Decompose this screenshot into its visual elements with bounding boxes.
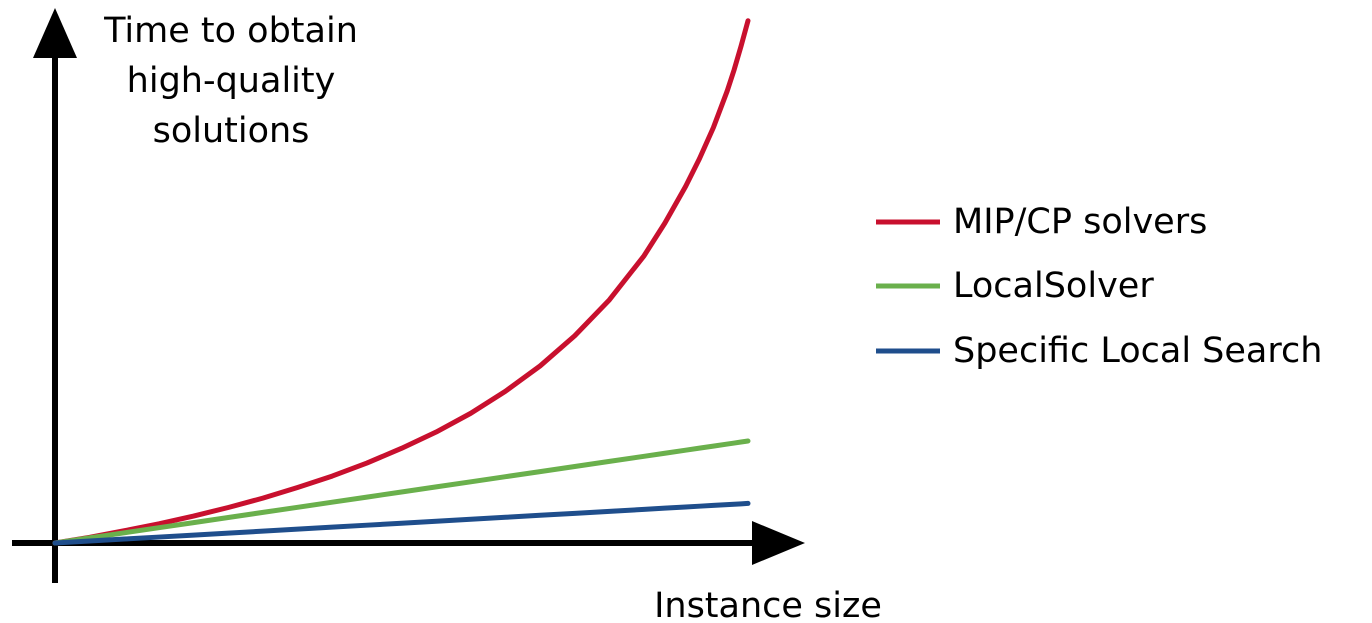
y-axis-label-line-2: high-quality [127,61,336,101]
x-axis-label: Instance size [654,586,882,623]
legend: MIP/CP solvers LocalSolver Specific Loca… [876,202,1322,371]
legend-label-specific-local-search: Specific Local Search [953,331,1322,371]
series-layer [52,18,751,546]
series-line-specific-local-search [52,500,751,546]
series-line-mip-cp-solvers [52,18,751,546]
legend-label-mip-cp-solvers: MIP/CP solvers [953,202,1207,242]
y-axis-label-line-3: solutions [153,111,310,151]
series-line-localsolver [52,438,751,546]
legend-label-localsolver: LocalSolver [953,266,1154,306]
y-axis-arrow [33,8,77,58]
y-axis-label-line-1: Time to obtain [103,11,358,51]
x-axis-arrow [752,521,805,565]
